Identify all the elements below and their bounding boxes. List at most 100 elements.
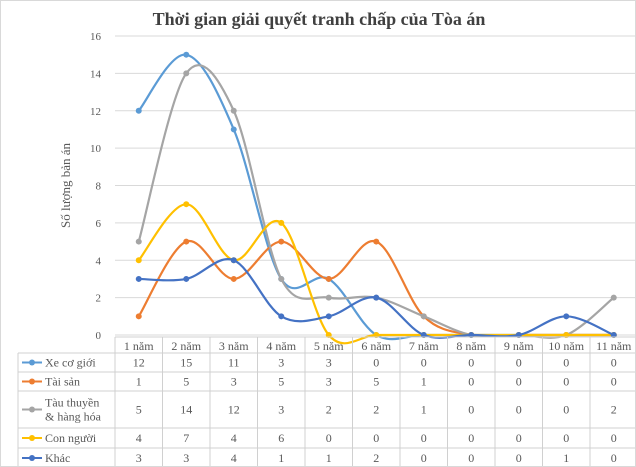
- table-cell: 0: [421, 431, 427, 445]
- table-cell: 5: [278, 375, 284, 389]
- table-cell: 2: [373, 451, 379, 465]
- data-point: [135, 107, 142, 114]
- table-cell: 5: [373, 375, 379, 389]
- table-cell: 2: [326, 403, 332, 417]
- table-cell: 7: [183, 431, 189, 445]
- x-tick-label: 4 năm: [266, 339, 296, 353]
- table-cell: 0: [468, 356, 474, 370]
- y-tick-label: 14: [90, 68, 102, 80]
- table-cell: 3: [136, 451, 142, 465]
- table-cell: 0: [563, 375, 569, 389]
- table-cell: 0: [611, 451, 617, 465]
- table-cell: 12: [228, 403, 240, 417]
- table-cell: 12: [133, 356, 145, 370]
- data-point: [230, 257, 237, 264]
- table-cell: 15: [180, 356, 192, 370]
- legend-label: Xe cơ giới: [45, 356, 96, 370]
- x-tick-label: 8 năm: [456, 339, 486, 353]
- table-cell: 4: [231, 451, 237, 465]
- legend-marker-icon: [29, 435, 35, 441]
- legend-marker-icon: [29, 455, 35, 461]
- data-point: [325, 313, 332, 320]
- chart-title: Thời gian giải quyết tranh chấp của Tòa …: [152, 9, 486, 29]
- table-cell: 0: [611, 431, 617, 445]
- table-cell: 5: [183, 375, 189, 389]
- table-cell: 0: [611, 375, 617, 389]
- x-tick-label: 1 năm: [124, 339, 154, 353]
- data-point: [325, 275, 332, 282]
- legend-marker-icon: [29, 359, 35, 366]
- legend-label: Tàu thuyền: [45, 396, 99, 410]
- table-cell: 3: [278, 403, 284, 417]
- y-tick-label: 0: [96, 330, 102, 342]
- table-cell: 1: [136, 375, 142, 389]
- data-point: [135, 257, 142, 264]
- y-tick-label: 2: [96, 293, 102, 305]
- table-cell: 0: [516, 356, 522, 370]
- table-cell: 0: [326, 431, 332, 445]
- data-point: [278, 275, 285, 282]
- data-point: [135, 275, 142, 282]
- table-cell: 3: [326, 356, 332, 370]
- table-cell: 0: [468, 451, 474, 465]
- legend-marker-icon: [29, 378, 35, 385]
- x-tick-label: 6 năm: [361, 339, 391, 353]
- legend-label: Tài sản: [45, 375, 80, 389]
- y-tick-label: 12: [90, 106, 101, 118]
- data-point: [278, 313, 285, 320]
- table-cell: 0: [563, 403, 569, 417]
- table-cell: 0: [563, 356, 569, 370]
- data-point: [278, 238, 285, 245]
- x-tick-label: 9 năm: [504, 339, 534, 353]
- x-tick-label: 2 năm: [171, 339, 201, 353]
- table-cell: 1: [563, 451, 569, 465]
- table-cell: 0: [373, 431, 379, 445]
- table-cell: 1: [278, 451, 284, 465]
- data-point: [230, 126, 237, 133]
- data-point: [325, 294, 332, 301]
- table-cell: 2: [611, 403, 617, 417]
- table-cell: 1: [421, 403, 427, 417]
- data-point: [183, 238, 190, 245]
- table-cell: 1: [326, 451, 332, 465]
- legend-label: Khác: [45, 451, 70, 465]
- data-point: [373, 238, 380, 245]
- x-tick-label: 7 năm: [409, 339, 439, 353]
- data-point: [183, 51, 190, 58]
- table-cell: 6: [278, 431, 284, 445]
- table-cell: 3: [183, 451, 189, 465]
- data-point: [610, 294, 617, 301]
- series-line-1: [137, 240, 614, 338]
- data-point: [373, 294, 380, 301]
- x-tick-label: 10 năm: [548, 339, 584, 353]
- table-cell: 0: [468, 375, 474, 389]
- table-cell: 0: [468, 431, 474, 445]
- y-tick-label: 16: [90, 31, 102, 43]
- x-tick-label: 11 năm: [596, 339, 632, 353]
- table-cell: 3: [326, 375, 332, 389]
- table-cell: 0: [563, 431, 569, 445]
- table-cell: 0: [516, 431, 522, 445]
- table-cell: 0: [611, 356, 617, 370]
- data-point: [230, 275, 237, 282]
- table-cell: 3: [231, 375, 237, 389]
- data-point: [183, 275, 190, 282]
- table-cell: 2: [373, 403, 379, 417]
- data-point: [135, 238, 142, 245]
- data-point: [183, 201, 190, 208]
- table-cell: 0: [421, 451, 427, 465]
- y-tick-label: 6: [96, 218, 102, 230]
- table-cell: 0: [516, 451, 522, 465]
- x-tick-label: 3 năm: [219, 339, 249, 353]
- legend-marker-icon: [29, 406, 35, 413]
- legend-label: & hàng hóa: [45, 410, 102, 424]
- x-tick-label: 5 năm: [314, 339, 344, 353]
- table-cell: 4: [231, 431, 237, 445]
- data-point: [563, 313, 570, 320]
- table-cell: 1: [421, 375, 427, 389]
- y-tick-label: 4: [96, 255, 102, 267]
- data-point: [230, 107, 237, 114]
- data-point: [183, 70, 190, 77]
